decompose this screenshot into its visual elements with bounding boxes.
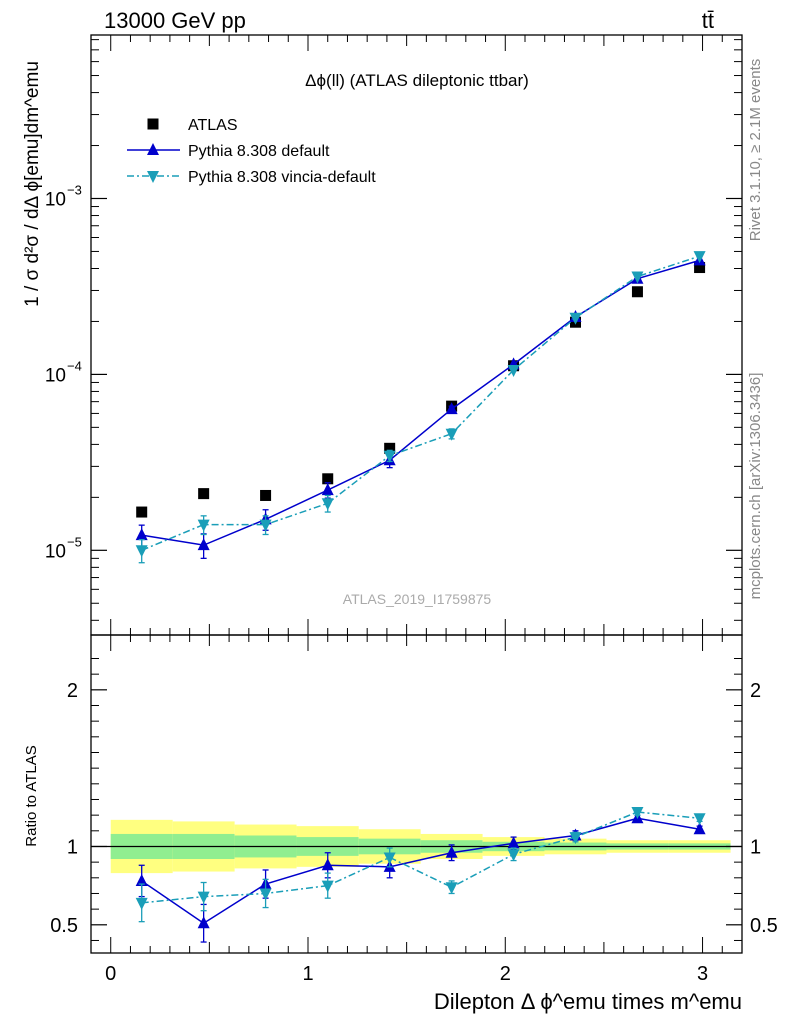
atlas-data-point xyxy=(198,488,210,500)
x-axis-label: Dilepton Δ ϕ^emu times m^emu xyxy=(434,989,742,1014)
ratio-pythia-vincia-point xyxy=(197,891,210,904)
x-tick-label: 1 xyxy=(302,963,313,985)
ratio-y-tick-label-left: 1 xyxy=(67,836,78,858)
pythia-vincia-point xyxy=(197,519,210,532)
atlas-data xyxy=(136,262,706,518)
main-series xyxy=(135,251,706,564)
ratio-y-tick-label-right: 1 xyxy=(750,836,761,858)
final-state-label: tt̄ xyxy=(702,8,714,33)
pythia-vincia-point xyxy=(569,312,582,325)
ratio-pythia-vincia-point xyxy=(135,897,148,910)
legend-marker xyxy=(147,118,159,130)
pythia-vincia-point xyxy=(321,498,334,511)
ratio-frame xyxy=(90,634,743,954)
ratio-pythia-vincia-point xyxy=(383,852,396,865)
ratio-pythia-default-point xyxy=(135,873,148,886)
pythia-default-point xyxy=(135,528,148,541)
atlas-data-point xyxy=(136,506,148,518)
main-minor-ticks xyxy=(91,39,742,621)
pythia-vincia-point xyxy=(507,364,520,377)
ratio-bands xyxy=(91,819,742,874)
ratio-pythia-vincia-point xyxy=(631,807,644,820)
pythia-default-point xyxy=(197,538,210,551)
ratio-y-tick-label-left: 2 xyxy=(67,680,78,702)
chart-title: Δϕ(ll) (ATLAS dileptonic ttbar) xyxy=(305,71,529,90)
ratio-pythia-default-point xyxy=(693,822,706,835)
rivet-version-label: Rivet 3.1.10, ≥ 2.1M events xyxy=(747,59,764,242)
ratio-pythia-default-point xyxy=(321,858,334,871)
y-tick-label-base: 10 xyxy=(45,365,66,386)
main-panel: Δϕ(ll) (ATLAS dileptonic ttbar) ATLAS_20… xyxy=(22,34,743,636)
pythia-vincia-point xyxy=(445,428,458,441)
ratio-pythia-vincia-point xyxy=(693,813,706,826)
ratio-pythia-default-point xyxy=(445,845,458,858)
y-tick-label-exponent: −5 xyxy=(67,534,82,549)
legend-label: Pythia 8.308 vincia-default xyxy=(188,169,376,186)
pythia-vincia-point xyxy=(383,450,396,463)
ratio-pythia-vincia-line xyxy=(141,811,700,904)
ratio-pythia-vincia-point xyxy=(507,849,520,862)
atlas-data-point xyxy=(322,473,334,485)
ratio-pythia-vincia-point xyxy=(259,888,272,901)
y-tick-label-exponent: −4 xyxy=(67,358,82,373)
ratio-y-tick-label-left: 0.5 xyxy=(50,915,78,937)
main-y-ticks: 10−510−410−3 xyxy=(45,182,742,562)
atlas-data-point xyxy=(384,442,396,454)
process-label: 13000 GeV pp xyxy=(104,8,246,33)
legend-label: ATLAS xyxy=(188,117,238,134)
pythia-vincia-point xyxy=(135,545,148,558)
mcplots-reference-label: mcplots.cern.ch [arXiv:1306.3436] xyxy=(747,373,764,600)
ratio-panel: Ratio to ATLAS 0.5 0.5 1 1 2 2 0 1 2 3 Dilepton … xyxy=(23,35,778,1014)
atlas-data-point xyxy=(260,489,272,501)
pythia-vincia-line xyxy=(141,255,700,551)
ratio-y-tick-label-right: 2 xyxy=(750,680,761,702)
ratio-pythia-vincia xyxy=(135,807,706,923)
ratio-series xyxy=(135,807,706,943)
legend-marker xyxy=(147,171,159,183)
x-tick-label: 3 xyxy=(697,963,708,985)
ratio-y-axis-label: Ratio to ATLAS xyxy=(23,745,40,846)
pythia-vincia xyxy=(135,251,706,564)
ratio-y-tick-label-right: 0.5 xyxy=(750,915,778,937)
legend-label: Pythia 8.308 default xyxy=(188,143,330,160)
atlas-data-point xyxy=(694,262,706,274)
pythia-default-line xyxy=(141,259,700,546)
x-tick-label: 0 xyxy=(105,963,116,985)
ratio-pythia-vincia-point xyxy=(445,882,458,895)
pythia-vincia-point xyxy=(693,251,706,264)
y-tick-label-base: 10 xyxy=(45,189,66,210)
legend: ATLAS Pythia 8.308 default Pythia 8.308 vi… xyxy=(127,117,376,186)
y-axis-label: 1 / σ d²σ / dΔ ϕ[emu]dm^emu xyxy=(22,61,43,307)
y-tick-label-exponent: −3 xyxy=(67,182,82,197)
pythia-vincia-point xyxy=(259,519,272,532)
ratio-pythia-vincia-point xyxy=(321,880,334,893)
pythia-default-point xyxy=(321,483,334,496)
ratio-pythia-vincia-point xyxy=(569,832,582,845)
analysis-watermark: ATLAS_2019_I1759875 xyxy=(343,591,492,607)
pythia-vincia-point xyxy=(631,271,644,284)
pythia-default xyxy=(135,253,706,560)
x-tick-label: 2 xyxy=(500,963,511,985)
y-tick-label-base: 10 xyxy=(45,541,66,562)
ratio-pythia-default-point xyxy=(197,916,210,929)
ratio-pythia-default-point xyxy=(507,836,520,849)
x-ticks: 0 1 2 3 xyxy=(105,35,723,985)
ratio-pythia-default-line xyxy=(141,817,700,925)
pythia-default-point xyxy=(445,402,458,415)
legend-marker xyxy=(147,143,159,155)
atlas-data-point xyxy=(631,286,643,298)
ratio-y-ticks: 0.5 0.5 1 1 2 2 xyxy=(50,657,778,941)
